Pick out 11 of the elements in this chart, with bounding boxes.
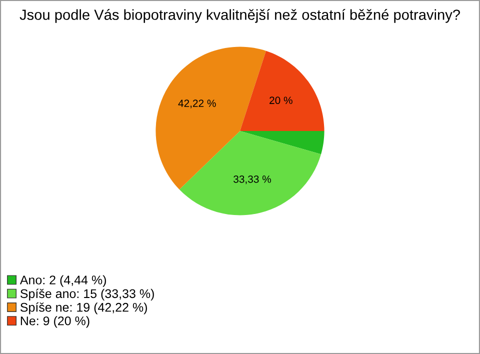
legend-label: Ne: 9 (20 %)	[20, 316, 90, 328]
legend-label: Spíše ne: 19 (42,22 %)	[20, 302, 147, 314]
legend-label: Ano: 2 (4,44 %)	[20, 275, 106, 287]
chart-title: Jsou podle Vás biopotraviny kvalitnější než ostatní běžné potraviny?	[20, 9, 460, 23]
legend-label: Spíše ano: 15 (33,33 %)	[20, 288, 154, 301]
data-label: 20 %	[270, 96, 292, 104]
data-label: 33,33 %	[234, 175, 271, 184]
data-label: 42,22 %	[178, 100, 216, 108]
pie-slice	[240, 130, 324, 154]
pie-slice	[240, 50, 324, 131]
pie-slice	[179, 130, 322, 216]
